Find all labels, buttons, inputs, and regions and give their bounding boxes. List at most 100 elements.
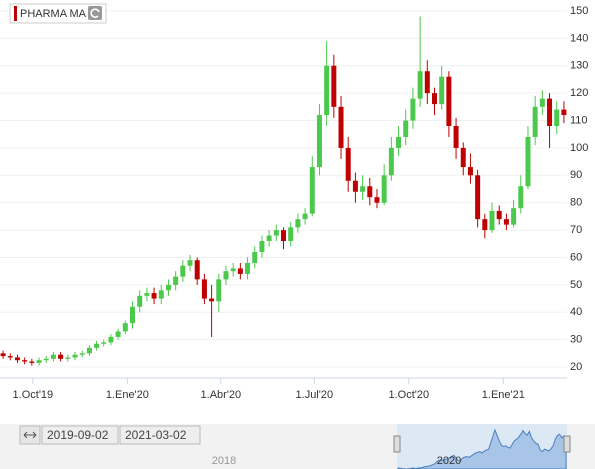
legend[interactable]: PHARMA MA	[9, 3, 107, 24]
refresh-icon	[90, 8, 100, 18]
candle-body	[7, 356, 13, 358]
y-tick-label: 130	[570, 60, 588, 72]
candle-body	[460, 147, 466, 168]
y-tick-label: 100	[570, 142, 588, 154]
candle-body	[518, 186, 524, 209]
candle-body	[266, 235, 272, 242]
x-tick-label: 1.Jul'20	[296, 389, 334, 401]
candle-body	[367, 186, 373, 198]
legend-swatch	[14, 6, 17, 21]
candle-body	[396, 136, 402, 148]
candle-body	[331, 65, 337, 107]
candle-body	[424, 71, 430, 94]
y-tick-label: 30	[570, 334, 582, 346]
y-tick-label: 20	[570, 361, 582, 373]
candle-body	[482, 219, 488, 231]
candle-body	[417, 71, 423, 99]
candle-body	[561, 109, 567, 116]
y-tick-label: 60	[570, 251, 582, 263]
candle-body	[50, 354, 56, 359]
x-tick-label: 1.Abr'20	[201, 389, 242, 401]
candle-body	[309, 167, 315, 214]
legend-box	[9, 3, 107, 24]
from-date: 2019-09-02	[47, 428, 109, 442]
x-tick-label: 1.Oct'19	[13, 389, 54, 401]
candle-body	[65, 357, 71, 359]
candle-body	[94, 343, 100, 348]
candle-body	[281, 230, 286, 242]
candle-body	[187, 260, 193, 266]
candle-body	[525, 136, 531, 187]
candle-body	[539, 98, 545, 107]
y-tick-label: 80	[570, 197, 582, 209]
candle-body	[36, 360, 42, 363]
candle-body	[58, 354, 64, 359]
candle-body	[158, 290, 164, 299]
candle-body	[295, 219, 301, 228]
candle-body	[0, 353, 6, 357]
candle-body	[554, 109, 560, 126]
candle-body	[503, 219, 509, 225]
candle-body	[237, 268, 243, 274]
candle-body	[86, 347, 92, 354]
candle-body	[467, 167, 473, 176]
candle-body	[223, 271, 229, 280]
candle-body	[29, 361, 35, 363]
candle-body	[216, 279, 222, 302]
navigator-handle[interactable]	[563, 435, 571, 453]
candle-body	[439, 76, 445, 105]
candle-body	[532, 106, 538, 137]
candle-body	[475, 175, 481, 220]
candle-body	[151, 293, 157, 299]
candle-body	[431, 93, 437, 105]
candle-body	[446, 76, 452, 126]
candle-body	[273, 230, 279, 236]
navigator-year: 2020	[437, 455, 461, 467]
candle-body	[496, 210, 502, 220]
to-input[interactable]	[119, 425, 201, 445]
candle-body	[22, 360, 28, 362]
candle-body	[43, 358, 49, 361]
x-tick-label: 1.Ene'21	[482, 389, 525, 401]
from-input[interactable]	[41, 425, 119, 445]
candle-body	[122, 323, 128, 332]
candle-body	[511, 208, 517, 225]
candle-body	[180, 265, 186, 277]
navigator-year: 2018	[212, 455, 236, 467]
y-tick-label: 90	[570, 169, 582, 181]
candle-body	[374, 197, 380, 203]
candle-body	[115, 331, 121, 337]
y-tick-label: 120	[570, 87, 588, 99]
navigator-area	[397, 428, 567, 469]
navigator-handle[interactable]	[393, 435, 401, 453]
candle-body	[194, 260, 200, 280]
candle-body	[101, 342, 107, 344]
candle-body	[489, 210, 495, 231]
x-tick-label: 1.Oct'20	[389, 389, 430, 401]
candle-body	[165, 284, 171, 291]
y-tick-label: 40	[570, 306, 582, 318]
refresh-button[interactable]	[88, 6, 102, 20]
candle-body	[410, 98, 416, 121]
candle-body	[130, 306, 136, 324]
candle-body	[388, 147, 394, 176]
candle-body	[345, 147, 351, 181]
candle-body	[209, 298, 215, 302]
y-tick-label: 110	[570, 114, 588, 126]
candle-body	[403, 120, 409, 137]
candle-body	[324, 65, 330, 116]
y-tick-label: 50	[570, 279, 582, 291]
candle-body	[72, 354, 78, 358]
candle-body	[302, 213, 308, 220]
candle-body	[352, 180, 358, 192]
candle-body	[288, 227, 294, 242]
candle-body	[360, 186, 366, 192]
candle-body	[79, 353, 85, 355]
candle-body	[245, 262, 251, 274]
y-tick-label: 70	[570, 224, 582, 236]
candle-body	[201, 279, 207, 299]
candle-body	[144, 293, 150, 296]
candle-body	[230, 268, 236, 272]
